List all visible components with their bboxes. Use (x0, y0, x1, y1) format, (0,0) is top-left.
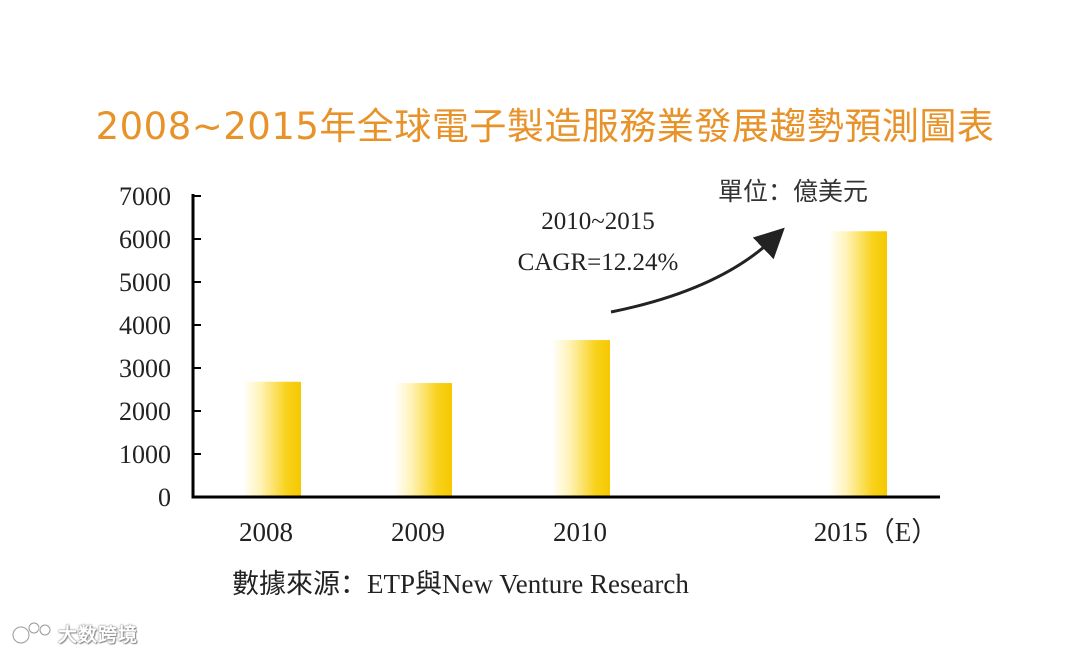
y-tick-label: 0 (158, 483, 171, 512)
y-tick-label: 2000 (119, 397, 171, 426)
watermark-text: 大数跨境 (58, 623, 139, 646)
chart-title: 2008~2015年全球電子製造服務業發展趨勢預測圖表 (95, 105, 995, 148)
annotation-cagr: CAGR=12.24% (518, 249, 679, 276)
y-tick-label: 3000 (119, 354, 171, 383)
y-tick-label: 5000 (119, 268, 171, 297)
x-tick-label: 2010 (553, 517, 607, 547)
bar-2015E (829, 231, 887, 497)
y-tick-label: 1000 (119, 440, 171, 469)
y-tick-label: 7000 (119, 182, 171, 211)
y-tick-label: 4000 (119, 311, 171, 340)
annotation-period: 2010~2015 (541, 208, 655, 235)
y-tick-label: 6000 (119, 225, 171, 254)
bar-2008 (243, 381, 301, 497)
source-label: 數據來源：ETP與New Venture Research (232, 569, 689, 599)
bar-2009 (394, 383, 452, 497)
watermark: 大数跨境 (10, 618, 138, 648)
x-tick-label: 2015（E） (814, 517, 939, 547)
growth-arrow (610, 227, 785, 314)
bar-2010 (552, 340, 610, 497)
logo-icon (11, 621, 52, 645)
x-tick-label: 2008 (239, 517, 293, 547)
x-tick-label: 2009 (391, 517, 445, 547)
unit-label: 單位：億美元 (718, 177, 869, 206)
